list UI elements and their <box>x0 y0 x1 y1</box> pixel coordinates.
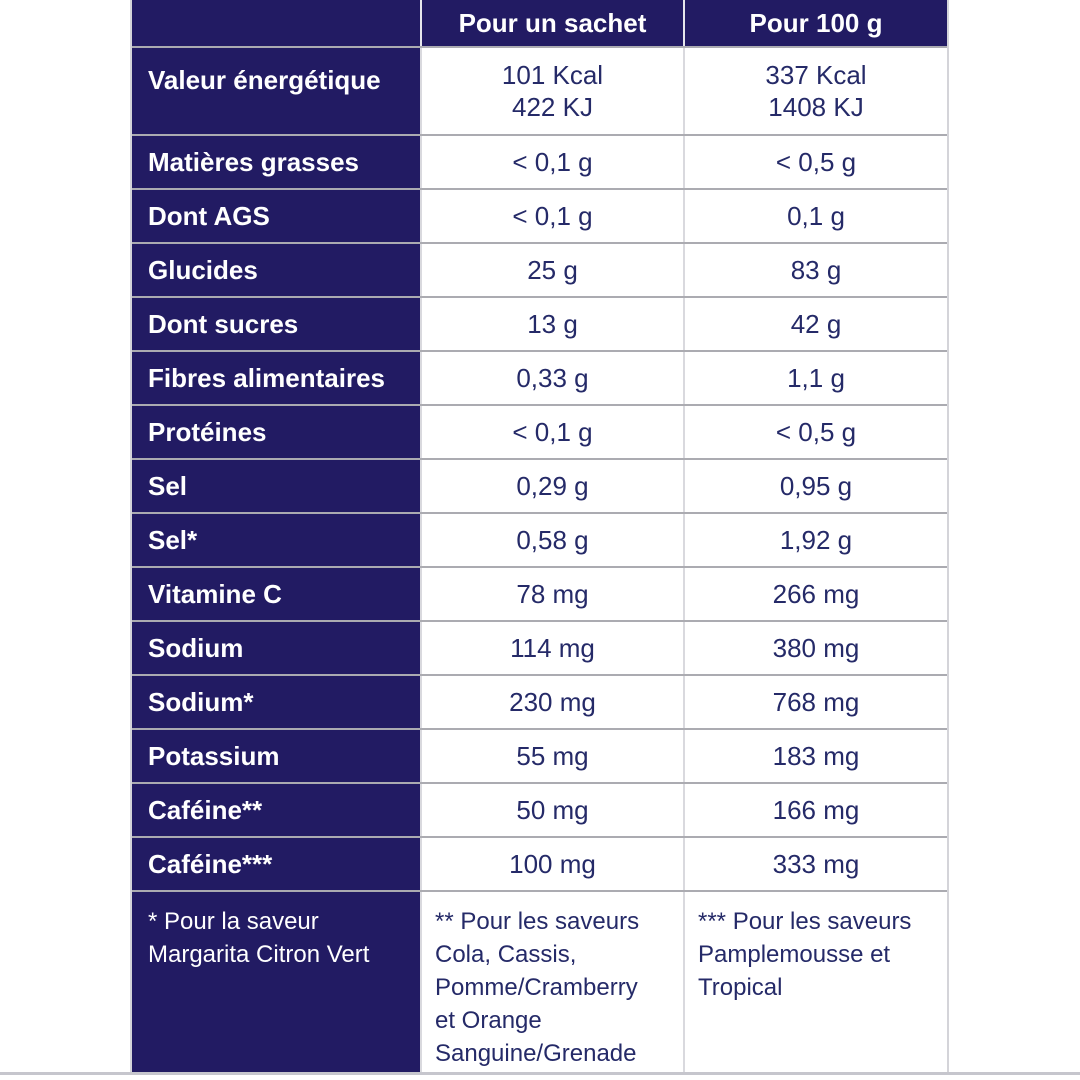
header-cell-per-sachet: Pour un sachet <box>420 0 683 46</box>
row-value-100g: < 0,5 g <box>683 406 947 458</box>
row-value-100g: 1,92 g <box>683 514 947 566</box>
row-value-sachet: 114 mg <box>420 622 683 674</box>
row-value-100g: 768 mg <box>683 676 947 728</box>
row-value-sachet: 78 mg <box>420 568 683 620</box>
row-value-sachet: 50 mg <box>420 784 683 836</box>
row-value-100g: 333 mg <box>683 838 947 890</box>
row-value-100g: 83 g <box>683 244 947 296</box>
row-label: Vitamine C <box>132 568 420 620</box>
table-row: Matières grasses < 0,1 g < 0,5 g <box>132 134 947 188</box>
table-row: Sel* 0,58 g 1,92 g <box>132 512 947 566</box>
row-value-sachet: 0,29 g <box>420 460 683 512</box>
row-value-sachet: 55 mg <box>420 730 683 782</box>
row-value-100g: 42 g <box>683 298 947 350</box>
nutrition-table: Pour un sachet Pour 100 g Valeur énergét… <box>130 0 949 1072</box>
row-label: Dont sucres <box>132 298 420 350</box>
row-value-sachet: 25 g <box>420 244 683 296</box>
table-row: Dont AGS < 0,1 g 0,1 g <box>132 188 947 242</box>
row-value-100g: 266 mg <box>683 568 947 620</box>
row-value-sachet: < 0,1 g <box>420 136 683 188</box>
nutrition-table-body: Valeur énergétique 101 Kcal 422 KJ 337 K… <box>132 46 947 890</box>
table-footnote-row: * Pour la saveur Margarita Citron Vert *… <box>132 890 947 1072</box>
table-row: Protéines < 0,1 g < 0,5 g <box>132 404 947 458</box>
table-row: Dont sucres 13 g 42 g <box>132 296 947 350</box>
table-row: Sel 0,29 g 0,95 g <box>132 458 947 512</box>
row-value-100g: 0,1 g <box>683 190 947 242</box>
row-label: Valeur énergétique <box>132 48 420 134</box>
row-label: Matières grasses <box>132 136 420 188</box>
row-label: Dont AGS <box>132 190 420 242</box>
footnote-pamplemousse: *** Pour les saveurs Pamplemousse et Tro… <box>683 892 947 1072</box>
row-value-100g: 380 mg <box>683 622 947 674</box>
row-value-100g: < 0,5 g <box>683 136 947 188</box>
row-label: Sodium* <box>132 676 420 728</box>
footnote-margarita: * Pour la saveur Margarita Citron Vert <box>132 892 420 1072</box>
table-row: Potassium 55 mg 183 mg <box>132 728 947 782</box>
row-label: Fibres alimentaires <box>132 352 420 404</box>
row-label: Potassium <box>132 730 420 782</box>
row-value-100g: 0,95 g <box>683 460 947 512</box>
row-label: Sodium <box>132 622 420 674</box>
table-row: Vitamine C 78 mg 266 mg <box>132 566 947 620</box>
table-row: Sodium 114 mg 380 mg <box>132 620 947 674</box>
table-row: Fibres alimentaires 0,33 g 1,1 g <box>132 350 947 404</box>
row-value-sachet: 230 mg <box>420 676 683 728</box>
row-value-100g: 166 mg <box>683 784 947 836</box>
row-value-sachet: 0,58 g <box>420 514 683 566</box>
row-label: Sel* <box>132 514 420 566</box>
row-label: Protéines <box>132 406 420 458</box>
row-value-sachet: 101 Kcal 422 KJ <box>420 48 683 134</box>
row-label: Caféine*** <box>132 838 420 890</box>
table-row: Glucides 25 g 83 g <box>132 242 947 296</box>
row-value-sachet: 13 g <box>420 298 683 350</box>
row-value-sachet: < 0,1 g <box>420 190 683 242</box>
row-label: Caféine** <box>132 784 420 836</box>
row-value-100g: 183 mg <box>683 730 947 782</box>
header-cell-empty <box>132 0 420 46</box>
table-row: Caféine*** 100 mg 333 mg <box>132 836 947 890</box>
footnote-cola-cassis: ** Pour les saveurs Cola, Cassis, Pomme/… <box>420 892 683 1072</box>
page-bottom-divider <box>0 1072 1080 1075</box>
header-cell-per-100g: Pour 100 g <box>683 0 947 46</box>
table-row: Caféine** 50 mg 166 mg <box>132 782 947 836</box>
row-value-100g: 1,1 g <box>683 352 947 404</box>
table-row: Valeur énergétique 101 Kcal 422 KJ 337 K… <box>132 46 947 134</box>
table-header-row: Pour un sachet Pour 100 g <box>132 0 947 46</box>
row-value-sachet: 0,33 g <box>420 352 683 404</box>
row-value-sachet: < 0,1 g <box>420 406 683 458</box>
row-value-sachet: 100 mg <box>420 838 683 890</box>
row-label: Sel <box>132 460 420 512</box>
row-value-100g: 337 Kcal 1408 KJ <box>683 48 947 134</box>
row-label: Glucides <box>132 244 420 296</box>
table-row: Sodium* 230 mg 768 mg <box>132 674 947 728</box>
